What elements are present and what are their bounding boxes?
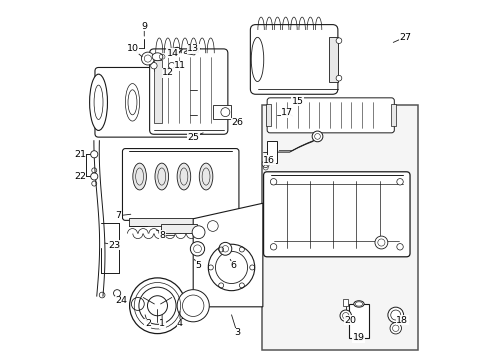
Circle shape [131,297,144,310]
Circle shape [192,226,205,239]
Ellipse shape [151,63,157,69]
Circle shape [375,236,388,249]
FancyBboxPatch shape [267,98,394,133]
Text: 4: 4 [177,319,183,328]
Circle shape [388,307,404,323]
Circle shape [177,290,209,322]
Text: 18: 18 [396,315,408,324]
Text: 5: 5 [195,261,201,270]
Text: 9: 9 [141,22,147,31]
Text: 15: 15 [292,97,304,106]
Text: 6: 6 [231,261,237,270]
Text: 22: 22 [74,172,86,181]
Bar [348,304,369,338]
Text: 27: 27 [399,33,411,42]
Circle shape [208,244,255,291]
Text: 13: 13 [187,44,199,53]
Text: 21: 21 [74,150,86,159]
Bar [329,37,338,82]
Text: 26: 26 [231,118,243,127]
FancyBboxPatch shape [122,149,239,220]
Ellipse shape [354,301,364,307]
Bar [392,104,396,126]
Text: 2: 2 [145,319,151,328]
Bar [154,60,162,123]
Text: 14: 14 [167,49,179,58]
Ellipse shape [155,163,169,190]
Ellipse shape [90,74,107,130]
Text: 3: 3 [234,328,240,337]
Polygon shape [184,46,200,55]
Text: 25: 25 [187,132,199,141]
Text: 1: 1 [159,319,165,328]
Ellipse shape [199,163,213,190]
Circle shape [340,310,351,321]
Ellipse shape [152,53,163,61]
Bar [267,141,277,163]
Circle shape [114,290,121,297]
Circle shape [390,323,401,334]
FancyBboxPatch shape [250,24,338,94]
Text: 7: 7 [115,211,121,220]
FancyBboxPatch shape [264,172,410,257]
Circle shape [142,52,154,65]
Circle shape [270,179,277,185]
Bar [262,105,417,350]
Ellipse shape [251,37,264,82]
Bar [213,105,231,119]
Text: 12: 12 [162,68,174,77]
Circle shape [190,242,205,256]
Circle shape [270,244,277,250]
Bar [267,104,270,126]
Circle shape [91,151,98,158]
Bar [161,224,197,233]
Ellipse shape [177,163,191,190]
Circle shape [219,242,232,255]
Circle shape [312,131,323,142]
Text: 11: 11 [174,61,186,70]
Bar [129,217,232,226]
Ellipse shape [169,63,175,69]
Text: 20: 20 [344,315,356,324]
Text: 24: 24 [116,296,128,305]
Text: 23: 23 [109,240,121,249]
Circle shape [130,278,185,334]
Text: 19: 19 [353,333,365,342]
Circle shape [336,75,342,81]
Ellipse shape [133,163,147,190]
Bar [343,298,348,306]
Circle shape [336,38,342,44]
Polygon shape [193,203,263,307]
Text: 17: 17 [281,108,293,117]
Circle shape [397,244,403,250]
FancyBboxPatch shape [149,49,228,134]
Text: 16: 16 [263,156,275,165]
Circle shape [91,173,98,180]
Text: 10: 10 [126,44,139,53]
FancyBboxPatch shape [95,67,193,137]
Circle shape [216,251,247,284]
Text: 8: 8 [159,231,165,240]
Circle shape [262,160,270,167]
Circle shape [397,179,403,185]
Ellipse shape [125,84,140,121]
Polygon shape [168,47,182,53]
